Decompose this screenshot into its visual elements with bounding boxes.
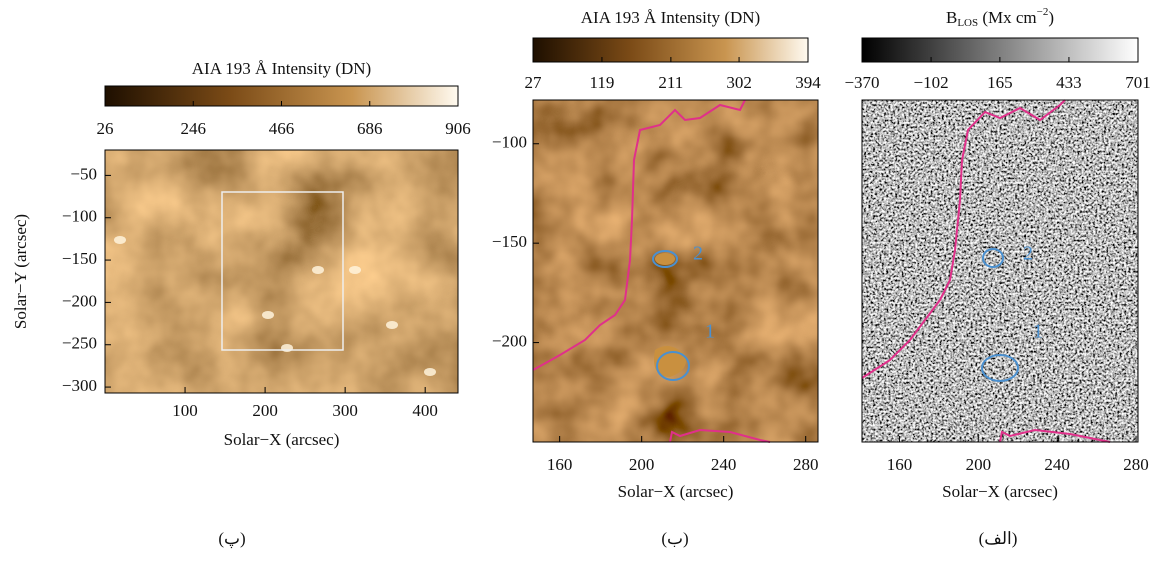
axes-frame xyxy=(532,99,819,443)
x-tick-label: 200 xyxy=(629,455,655,474)
colorbar-tick-label: 394 xyxy=(795,73,821,92)
x-tick-label: 200 xyxy=(252,401,278,420)
contour-boundary xyxy=(532,99,746,371)
bright-point xyxy=(262,311,274,319)
region-label: 2 xyxy=(693,243,703,265)
y-tick-label: −200 xyxy=(62,291,97,310)
y-tick-label: −100 xyxy=(492,133,527,152)
x-tick-label: 240 xyxy=(1044,455,1070,474)
y-tick-label: −100 xyxy=(62,207,97,226)
bright-point xyxy=(312,266,324,274)
bright-point xyxy=(386,321,398,329)
brightening xyxy=(654,346,686,377)
colorbar-tick-label: 906 xyxy=(445,119,471,138)
colorbar-tick-label: 26 xyxy=(97,119,114,138)
magnetogram-image xyxy=(862,100,1138,442)
x-tick-label: 160 xyxy=(887,455,913,474)
brightening xyxy=(655,253,675,265)
colorbar-tick-label: 701 xyxy=(1125,73,1151,92)
colorbar-tick-label: 119 xyxy=(589,73,614,92)
contour-loop xyxy=(652,250,678,268)
x-tick-label: 240 xyxy=(711,455,737,474)
x-axis-label: Solar−X (arcsec) xyxy=(942,482,1058,501)
contour-boundary xyxy=(861,99,1066,379)
axes-frame xyxy=(861,99,1139,443)
colorbar-tick-label: 466 xyxy=(269,119,295,138)
colorbar-tick-label: −370 xyxy=(844,73,879,92)
bright-point xyxy=(424,368,436,376)
region-label: 1 xyxy=(1033,321,1043,343)
colorbar-title-part: B xyxy=(946,8,957,27)
colorbar-title-part: ) xyxy=(1048,8,1054,27)
x-tick-label: 100 xyxy=(172,401,198,420)
y-tick-label: −300 xyxy=(62,376,97,395)
intensity-image xyxy=(533,100,818,442)
y-axis-label: Solar−Y (arcsec) xyxy=(11,214,30,329)
region-box xyxy=(221,191,344,351)
colorbar-title: AIA 193 Å Intensity (DN) xyxy=(192,59,371,78)
x-axis-label: Solar−X (arcsec) xyxy=(224,430,340,449)
colorbar-tick-label: 211 xyxy=(658,73,683,92)
x-tick-label: 300 xyxy=(332,401,358,420)
y-tick-label: −200 xyxy=(492,331,527,350)
contour-loop xyxy=(982,248,1004,268)
y-tick-label: −250 xyxy=(62,334,97,353)
contour-boundary xyxy=(669,428,771,443)
x-axis-label: Solar−X (arcsec) xyxy=(618,482,734,501)
x-tick-label: 400 xyxy=(412,401,438,420)
panels: AIA 193 Å Intensity (DN) 26 246 466 686 906 10… xyxy=(11,6,1151,549)
panel-caption: (ب) xyxy=(661,529,688,548)
colorbar-title-part: LOS xyxy=(957,17,978,29)
y-tick-label: −150 xyxy=(492,232,527,251)
bright-point xyxy=(114,236,126,244)
x-tick-label: 200 xyxy=(966,455,992,474)
colorbar-tick-label: 686 xyxy=(357,119,383,138)
intensity-image xyxy=(105,150,458,393)
bright-point xyxy=(281,344,293,352)
colorbar-title-part: (Mx cm xyxy=(978,8,1037,27)
contour-loop xyxy=(656,351,690,381)
axes-frame xyxy=(104,149,459,394)
x-tick-label: 280 xyxy=(1123,455,1149,474)
colorbar-tick-label: 433 xyxy=(1056,73,1082,92)
colorbar-tick-label: 27 xyxy=(525,73,543,92)
x-tick-label: 160 xyxy=(547,455,573,474)
colorbar-tick-label: 165 xyxy=(987,73,1013,92)
colorbar-title: BLOS (Mx cm−2) xyxy=(946,6,1054,29)
contour-boundary xyxy=(999,428,1111,443)
panel-caption: (پ) xyxy=(218,529,245,549)
y-tick-label: −150 xyxy=(62,249,97,268)
y-tick-label: −50 xyxy=(70,164,97,183)
colorbar-tick-label: 302 xyxy=(726,73,752,92)
region-label: 1 xyxy=(705,321,715,343)
panel-caption: (الف) xyxy=(979,529,1018,548)
colorbar-title: AIA 193 Å Intensity (DN) xyxy=(581,8,760,27)
bright-point xyxy=(349,266,361,274)
contour-loop xyxy=(981,354,1019,382)
colorbar-tick-label: −102 xyxy=(914,73,949,92)
colorbar-title-part: −2 xyxy=(1037,6,1049,18)
colorbar-tick-label: 246 xyxy=(181,119,207,138)
region-label: 2 xyxy=(1023,243,1033,265)
x-tick-label: 280 xyxy=(793,455,819,474)
